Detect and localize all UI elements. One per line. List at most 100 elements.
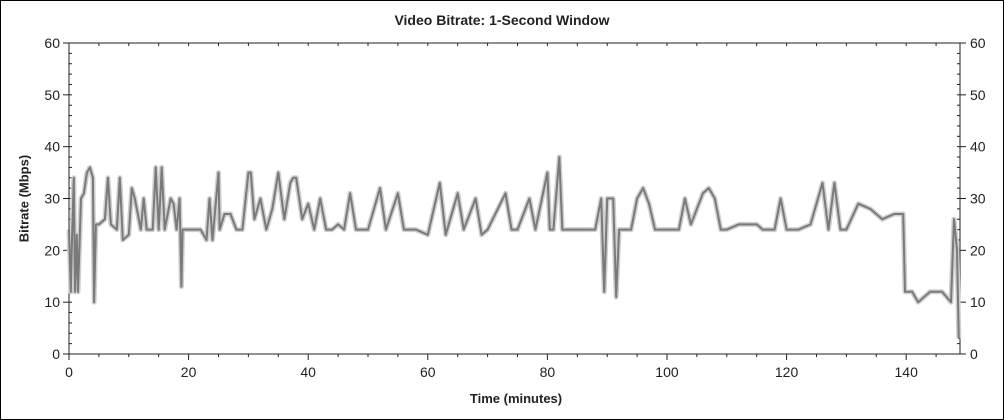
data-point	[130, 187, 133, 189]
data-point	[75, 233, 78, 236]
data-point	[821, 182, 824, 184]
data-point	[72, 176, 75, 179]
y-tick-label: 30	[44, 191, 60, 207]
data-point	[546, 171, 549, 174]
data-point	[725, 228, 728, 231]
data-point	[956, 249, 958, 252]
data-point	[773, 228, 776, 231]
data-point	[857, 202, 860, 205]
data-point	[403, 228, 405, 231]
data-point	[917, 301, 919, 303]
data-point	[911, 291, 913, 293]
data-point	[504, 192, 507, 195]
data-point	[289, 182, 292, 184]
data-point	[217, 171, 220, 174]
data-point	[561, 228, 564, 231]
data-point	[265, 228, 268, 231]
data-point	[397, 192, 399, 195]
data-point	[157, 228, 160, 231]
data-point	[178, 197, 181, 200]
data-point	[89, 166, 91, 169]
data-point	[438, 182, 441, 184]
data-point	[175, 228, 178, 231]
right-y-tick-label: 20	[970, 242, 986, 258]
data-point	[528, 197, 531, 200]
data-point	[295, 176, 298, 179]
data-point	[169, 197, 172, 200]
data-point	[127, 233, 130, 236]
data-point	[702, 192, 704, 195]
data-point	[283, 218, 286, 221]
series-variance-band	[66, 154, 962, 339]
data-point	[612, 197, 614, 200]
data-point	[180, 285, 183, 288]
data-point	[119, 176, 121, 179]
y-tick-label: 40	[44, 139, 60, 155]
data-point	[953, 218, 955, 221]
data-point	[516, 228, 519, 231]
data-point	[104, 218, 106, 221]
data-point	[684, 197, 686, 200]
x-tick-label: 0	[65, 364, 73, 380]
data-point	[809, 223, 812, 226]
data-point	[229, 213, 232, 215]
data-point	[337, 223, 339, 226]
data-point	[223, 213, 226, 215]
data-point	[145, 228, 148, 231]
data-point	[77, 291, 79, 293]
data-point	[456, 192, 459, 195]
right-y-tick-label: 30	[970, 191, 986, 207]
data-point	[235, 228, 238, 231]
y-tick-label: 20	[44, 242, 60, 258]
data-point	[68, 228, 70, 231]
data-point	[253, 218, 256, 221]
data-point	[827, 228, 830, 231]
data-point	[151, 228, 154, 231]
data-point	[714, 197, 716, 200]
data-point	[83, 192, 85, 195]
data-point	[534, 228, 537, 231]
data-point	[654, 228, 656, 231]
data-point	[845, 228, 848, 231]
data-point	[615, 296, 617, 298]
data-point	[367, 228, 369, 231]
data-point	[343, 228, 345, 231]
data-point	[154, 166, 157, 169]
data-point	[277, 171, 280, 174]
data-point	[163, 228, 166, 231]
x-tick-label: 120	[775, 364, 799, 380]
data-point	[74, 291, 76, 293]
data-point	[319, 197, 321, 200]
data-point	[349, 192, 351, 195]
data-point	[218, 228, 221, 231]
data-point	[839, 228, 842, 231]
data-point	[86, 171, 88, 174]
data-point	[600, 197, 603, 200]
x-tick-label: 140	[895, 364, 919, 380]
data-point	[594, 228, 597, 231]
data-point	[307, 202, 309, 205]
data-point	[881, 218, 884, 221]
data-point	[941, 291, 943, 293]
data-point	[292, 176, 295, 179]
data-point	[98, 223, 100, 226]
data-point	[950, 301, 952, 303]
data-point	[142, 197, 145, 200]
data-point	[80, 197, 82, 200]
data-point	[618, 228, 620, 231]
right-y-tick-label: 0	[970, 346, 978, 362]
data-point	[313, 228, 315, 231]
x-axis-label: Time (minutes)	[469, 391, 563, 406]
data-point	[761, 228, 764, 231]
data-point	[444, 233, 447, 236]
data-point	[779, 197, 782, 200]
data-point	[552, 228, 555, 231]
right-y-tick-label: 10	[970, 294, 986, 310]
data-point	[187, 228, 190, 231]
bitrate-series-line	[68, 156, 960, 339]
right-y-tick-label: 50	[970, 87, 986, 103]
x-tick-label: 20	[181, 364, 197, 380]
data-point	[606, 197, 608, 200]
